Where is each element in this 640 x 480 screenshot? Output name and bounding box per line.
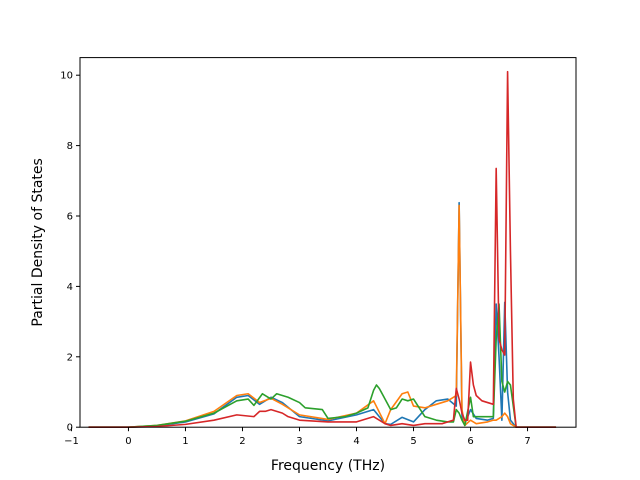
x-tick-label: 4 [353,436,359,447]
x-tick-label: 6 [467,436,473,447]
series-line-1 [88,201,557,429]
x-tick-label: −1 [64,436,79,447]
series-line-4 [88,70,557,429]
series-line-2 [88,204,557,429]
plot-area-frame [79,57,577,428]
x-tick-label: 1 [182,436,188,447]
series-layer [88,70,557,429]
x-tick-label: 0 [125,436,131,447]
y-tick-label: 2 [67,352,73,363]
y-tick-label: 8 [67,141,73,152]
series-line-3 [88,303,557,429]
x-tick-label: 2 [239,436,245,447]
x-axis-ticks: −1 0 1 2 3 4 5 6 7 [64,427,531,447]
y-tick-label: 6 [67,212,73,223]
y-axis-label: Partial Density of States [30,158,46,326]
y-tick-label: 4 [67,282,73,293]
x-tick-label: 7 [524,436,530,447]
y-tick-label: 0 [67,423,73,434]
x-axis-label: Frequency (THz) [271,458,385,474]
y-tick-label: 10 [60,71,73,82]
x-tick-label: 3 [296,436,302,447]
y-axis-ticks: 0 2 4 6 8 10 [60,71,80,434]
x-tick-label: 5 [410,436,416,447]
